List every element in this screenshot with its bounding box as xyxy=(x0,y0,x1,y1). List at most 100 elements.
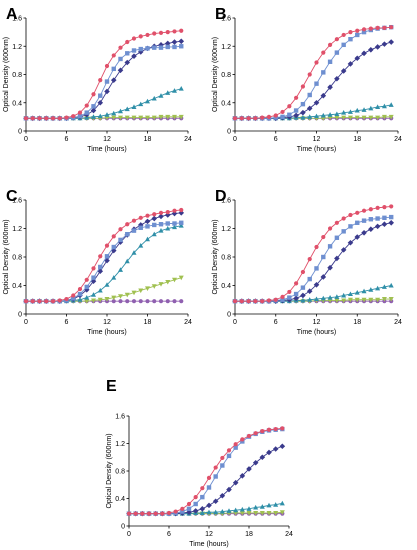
data-point xyxy=(266,427,272,432)
data-point xyxy=(294,281,299,286)
series-lightblue xyxy=(126,426,285,516)
data-point xyxy=(320,112,326,118)
data-point xyxy=(111,234,116,239)
data-point xyxy=(321,50,326,55)
data-point xyxy=(91,298,96,304)
data-point xyxy=(382,205,387,210)
y-tick-label: 0.4 xyxy=(115,496,125,503)
data-point xyxy=(368,287,374,292)
data-point xyxy=(64,115,69,120)
data-point xyxy=(118,45,123,50)
data-point xyxy=(131,48,137,53)
data-point xyxy=(131,290,137,296)
data-point xyxy=(84,295,90,300)
data-point xyxy=(97,113,103,119)
data-point xyxy=(44,116,49,121)
data-point xyxy=(200,486,205,491)
data-point xyxy=(145,224,150,229)
data-point xyxy=(320,295,326,301)
data-point xyxy=(313,99,320,106)
data-point xyxy=(125,222,130,227)
data-point xyxy=(374,223,381,230)
data-point xyxy=(341,110,347,115)
y-tick-label: 1.6 xyxy=(12,16,22,23)
data-point xyxy=(91,266,96,271)
data-point xyxy=(98,254,103,259)
data-point xyxy=(91,104,96,109)
x-axis-title: Time (hours) xyxy=(297,329,336,336)
data-point xyxy=(232,116,238,121)
data-point xyxy=(341,216,346,221)
data-point xyxy=(240,437,245,442)
data-point xyxy=(111,66,116,72)
data-point xyxy=(71,293,76,298)
data-point xyxy=(314,244,319,250)
x-tick-label: 18 xyxy=(353,136,361,143)
data-point xyxy=(300,297,306,303)
data-point xyxy=(179,44,184,49)
data-point xyxy=(186,501,192,507)
data-point xyxy=(186,506,192,512)
data-point xyxy=(266,502,272,508)
data-point xyxy=(178,86,184,91)
data-point xyxy=(273,502,279,507)
data-point xyxy=(118,267,123,272)
y-tick-label: 1.2 xyxy=(221,226,231,233)
data-point xyxy=(374,44,381,50)
y-tick-label: 0 xyxy=(227,312,231,319)
data-point xyxy=(118,108,123,114)
data-point xyxy=(348,212,353,218)
data-point xyxy=(138,288,144,294)
data-point xyxy=(165,221,170,226)
x-tick-label: 6 xyxy=(274,319,278,326)
data-point xyxy=(327,112,333,117)
data-point xyxy=(389,25,394,30)
data-point xyxy=(131,115,137,121)
data-point xyxy=(226,448,232,453)
data-point xyxy=(381,297,387,302)
data-point xyxy=(180,506,185,511)
data-point xyxy=(361,115,367,121)
data-point xyxy=(327,295,333,300)
series-red xyxy=(126,426,285,516)
series-line-lime xyxy=(26,277,182,302)
data-point xyxy=(307,297,313,302)
data-point xyxy=(77,110,83,115)
data-point xyxy=(382,25,387,30)
data-point xyxy=(84,110,89,115)
data-point xyxy=(178,38,185,45)
data-point xyxy=(355,32,360,38)
data-point xyxy=(368,26,373,31)
data-point xyxy=(131,228,137,233)
data-point xyxy=(145,213,150,218)
data-point xyxy=(165,299,170,304)
x-tick-label: 6 xyxy=(274,136,278,143)
y-tick-label: 0 xyxy=(121,524,125,531)
data-point xyxy=(138,115,144,121)
data-point xyxy=(118,115,123,121)
data-point xyxy=(233,445,238,450)
data-point xyxy=(152,31,157,36)
data-point xyxy=(84,277,89,282)
data-point xyxy=(37,116,42,121)
data-point xyxy=(280,426,285,431)
data-point xyxy=(84,299,90,304)
x-tick-label: 6 xyxy=(65,136,69,143)
data-point xyxy=(348,224,353,229)
series-lightblue xyxy=(23,44,184,121)
data-point xyxy=(172,29,177,34)
data-point xyxy=(165,114,171,120)
data-point xyxy=(97,287,103,293)
data-point xyxy=(145,98,150,104)
series-red xyxy=(232,25,394,121)
data-point xyxy=(126,511,132,516)
data-point xyxy=(253,510,259,516)
data-point xyxy=(361,218,367,223)
data-point xyxy=(246,506,252,511)
data-point xyxy=(77,297,83,302)
data-point xyxy=(151,215,158,222)
data-point xyxy=(131,250,137,255)
data-point xyxy=(104,112,110,117)
data-point xyxy=(166,510,172,516)
x-tick-label: 12 xyxy=(313,136,321,143)
